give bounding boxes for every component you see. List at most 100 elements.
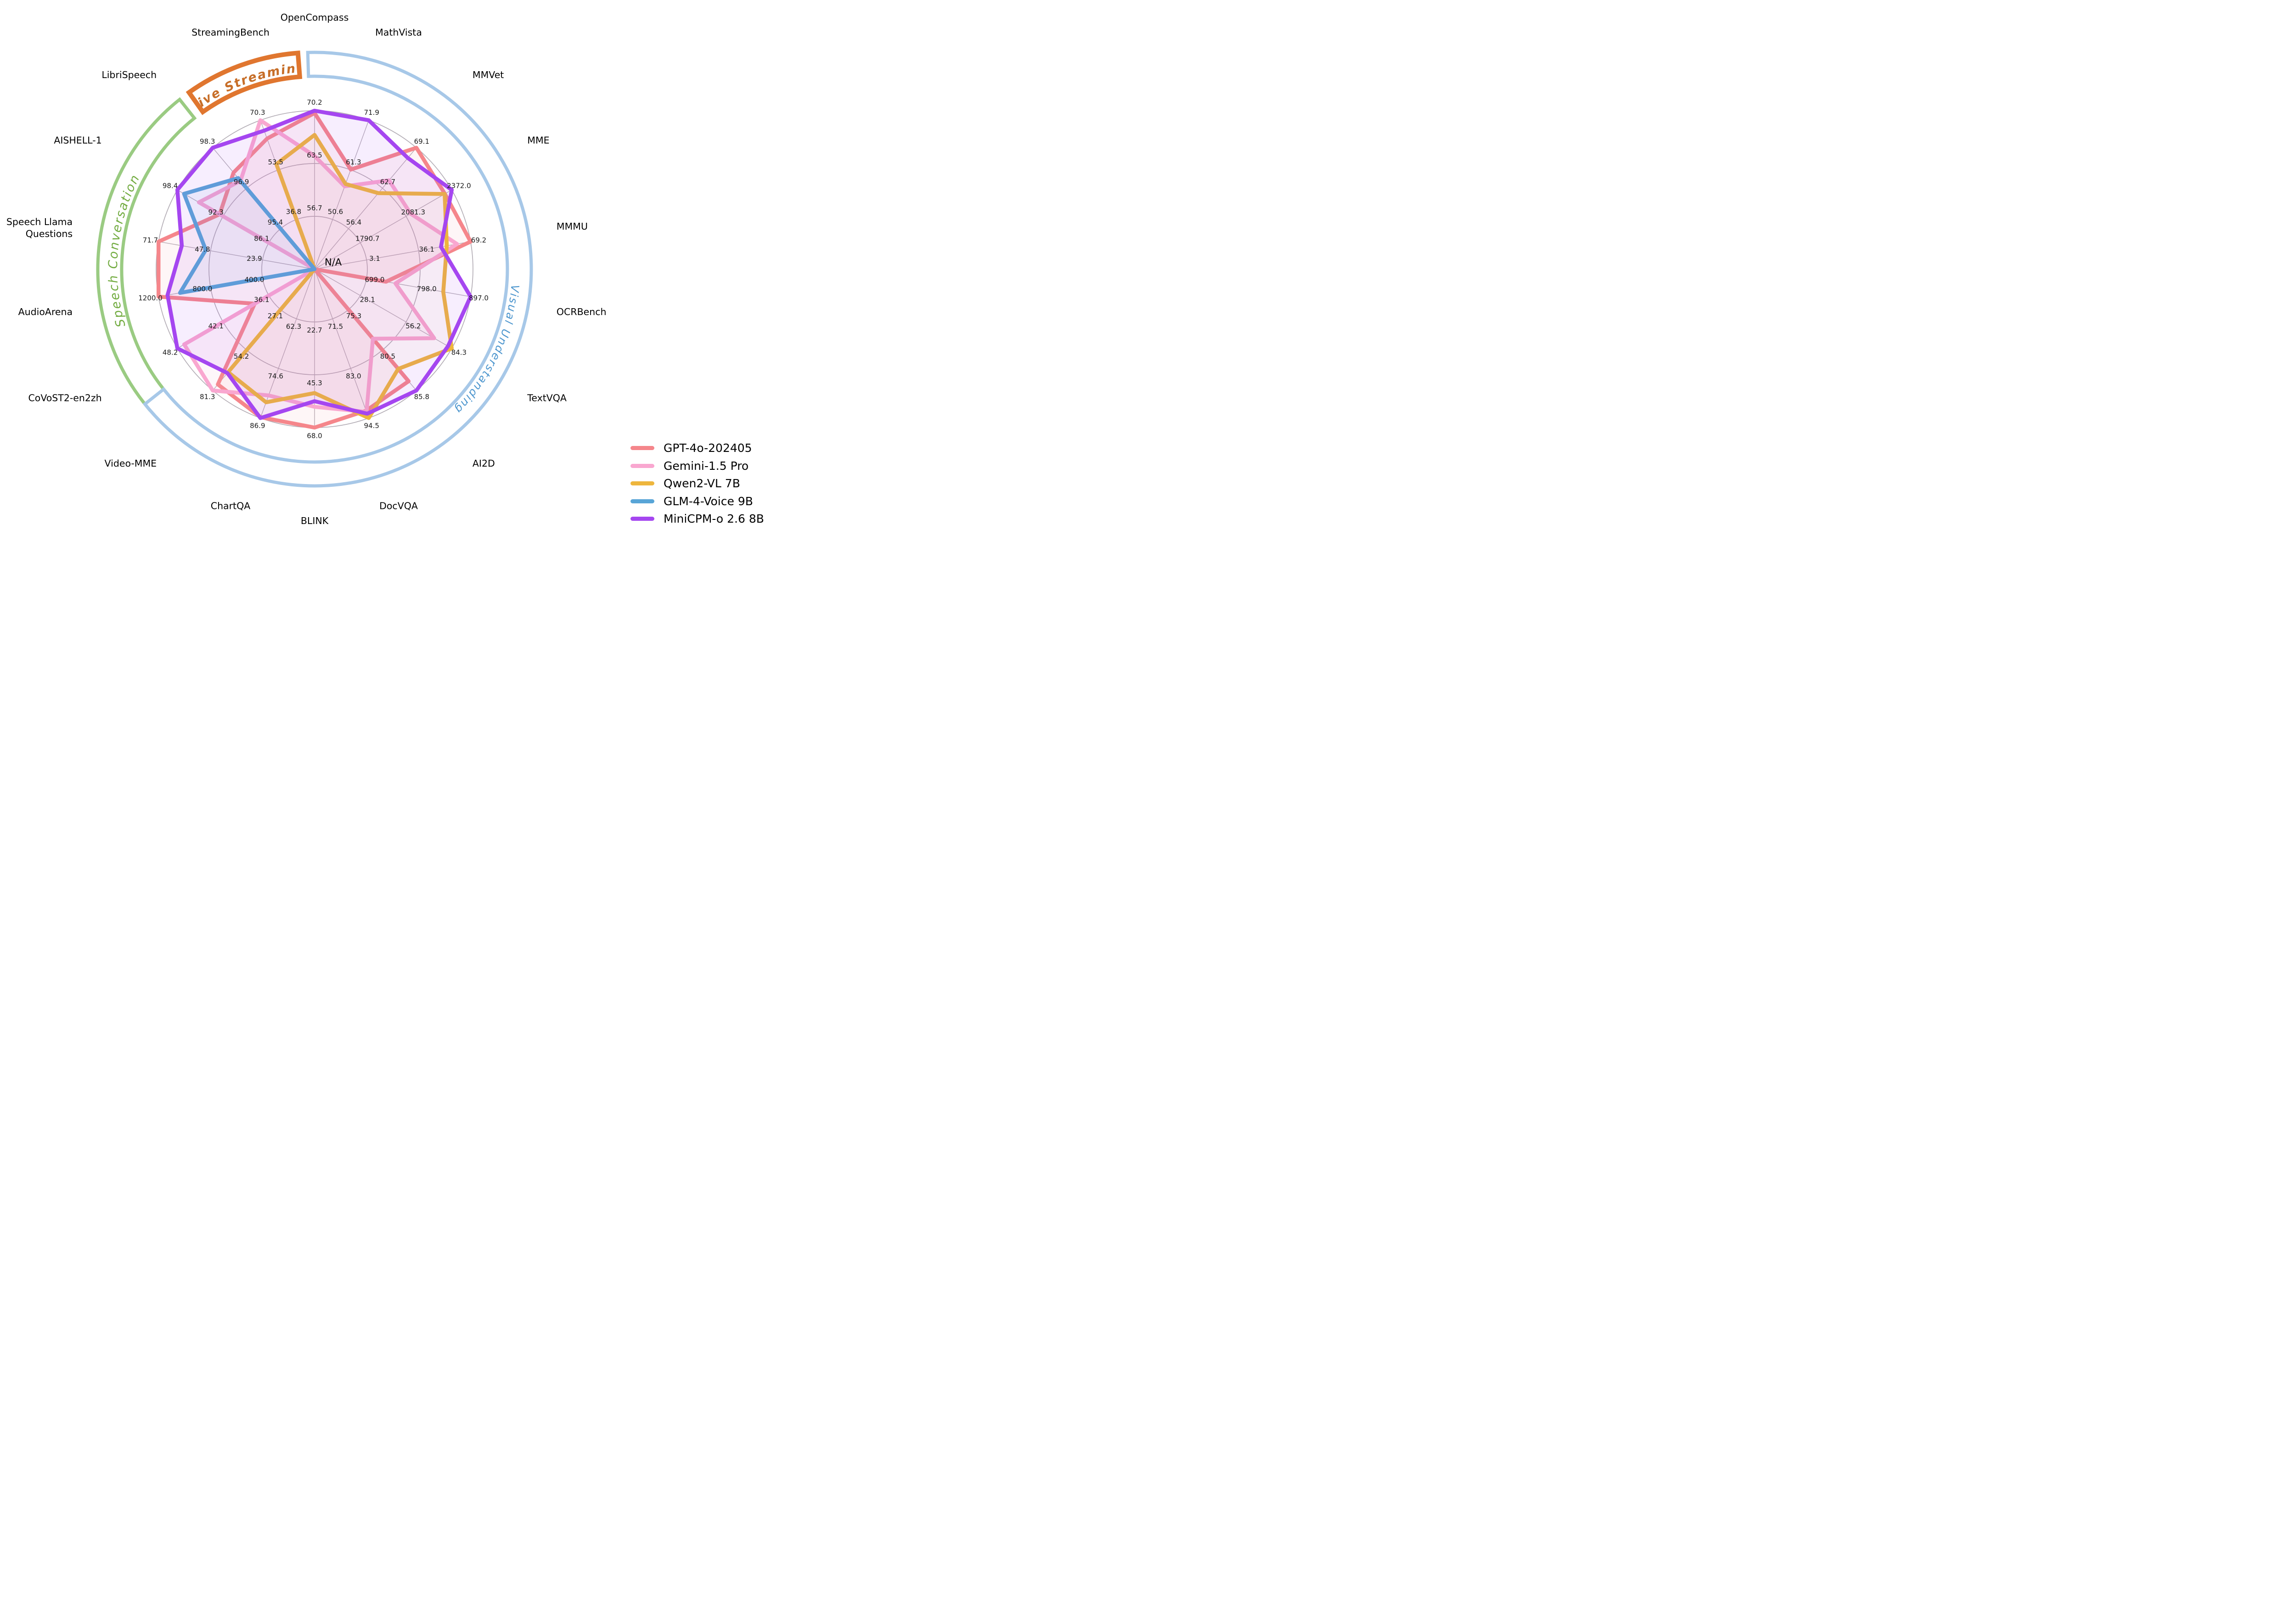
tick-label: 699.0 [365,276,385,284]
tick-label: 80.5 [380,352,395,361]
legend-swatch [630,446,654,451]
axis-label-video-mme: Video-MME [105,458,157,469]
tick-label: 85.8 [414,393,429,401]
axis-label-ai2d: AI2D [473,458,495,469]
legend-label: MiniCPM-o 2.6 8B [664,512,764,525]
axis-label-aishell-1: AISHELL-1 [54,135,101,146]
tick-label: 63.5 [307,151,322,159]
tick-label: 71.9 [364,108,379,117]
tick-label: 28.1 [360,296,375,304]
legend-label: Gemini-1.5 Pro [664,459,749,473]
tick-label: 56.7 [307,204,322,212]
tick-label: 27.1 [268,312,283,320]
tick-label: 69.2 [471,236,486,244]
tick-label: 22.7 [307,326,322,334]
tick-label: 800.0 [192,285,212,293]
radar-figure: Live StreamingSpeech ConversationVisual … [0,0,781,534]
axis-label-textvqa: TextVQA [527,393,567,404]
axis-label-mmmu: MMMU [557,221,588,232]
tick-label: 98.3 [200,137,215,146]
tick-label: 50.6 [328,208,343,216]
series-fill-glm-4-voice-9b [180,178,315,293]
axis-label-mmvet: MMVet [473,69,504,80]
axis-label-audioarena: AudioArena [18,306,73,317]
legend: GPT-4o-202405 Gemini-1.5 Pro Qwen2-VL 7B GL… [630,442,764,525]
tick-label: 56.2 [405,322,421,330]
legend-item: GLM-4-Voice 9B [630,495,764,508]
tick-label: 36.1 [419,245,434,254]
series-line-glm-4-voice-9b [178,176,317,295]
category-band-label: Live Streaming [0,0,297,110]
tick-label: 47.8 [195,245,210,254]
tick-label: 81.3 [200,393,215,401]
legend-item: MiniCPM-o 2.6 8B [630,513,764,525]
axis-label-ocrbench: OCRBench [557,306,607,317]
tick-label: 68.0 [307,432,322,440]
tick-label: 3.1 [369,254,380,263]
axis-label-chartqa: ChartQA [211,501,251,512]
tick-label: 86.1 [254,235,269,243]
tick-label: 53.5 [268,158,283,166]
legend-item: GPT-4o-202405 [630,442,764,455]
tick-label: 62.3 [286,322,301,331]
tick-label: 69.1 [414,137,429,146]
tick-label: 75.3 [346,312,361,320]
tick-label: 2081.3 [401,208,426,216]
axis-label-librispeech: LibriSpeech [101,69,157,80]
category-band-visual-understanding [142,51,533,488]
grid-spoke [314,147,417,270]
grid-spoke [314,189,452,270]
tick-label: 798.0 [417,285,437,293]
tick-label: 98.4 [163,182,178,190]
axis-label-covost2-en2zh: CoVoST2-en2zh [28,393,101,404]
legend-swatch [630,463,654,468]
category-band-speech-conversation [96,97,197,412]
series-line-minicpm-o-2.6-8b [165,108,473,420]
tick-label: 71.7 [143,236,158,244]
tick-label: 94.5 [364,422,379,430]
series-fill-minicpm-o-2.6-8b [167,111,471,418]
grid-spoke [314,269,369,418]
tick-label: 1200.0 [138,294,163,302]
tick-label: 400.0 [245,276,264,284]
tick-label: 56.4 [346,218,361,226]
tick-label: 86.9 [250,422,265,430]
tick-label: 84.3 [451,349,467,357]
axis-label-blink: BLINK [301,515,329,526]
axis-label-opencompass: OpenCompass [281,12,349,23]
legend-item: Qwen2-VL 7B [630,477,764,490]
grid-spoke [314,269,452,349]
tick-label: 897.0 [469,294,489,302]
axis-label-streamingbench: StreamingBench [191,27,270,38]
tick-label: 42.1 [208,322,223,330]
tick-label: 45.3 [307,379,322,387]
radar-chart: Live StreamingSpeech ConversationVisual … [0,0,607,526]
category-band-live-streaming [186,51,303,115]
tick-label: 70.3 [250,108,265,117]
axis-label-mme: MME [527,135,549,146]
tick-label: 62.7 [380,178,395,186]
tick-label: 83.0 [346,372,361,380]
tick-label: 36.1 [254,296,269,304]
legend-label: GPT-4o-202405 [664,441,752,455]
center-na-label: N/A [325,257,342,268]
legend-label: Qwen2-VL 7B [664,477,740,490]
tick-label: 36.8 [286,208,301,216]
axis-label-docvqa: DocVQA [379,501,418,512]
tick-label: 61.3 [346,158,361,166]
tick-label: 70.2 [307,98,322,107]
tick-label: 71.5 [328,322,343,331]
tick-label: 48.2 [163,349,178,357]
grid-spoke [158,241,315,270]
grid-spoke [260,269,315,418]
series-line-qwen2-vl-7b [226,133,454,420]
tick-label: 54.2 [234,352,249,361]
tick-label: 23.9 [247,254,262,263]
tick-label: 74.6 [268,372,283,380]
legend-swatch [630,517,654,521]
legend-item: Gemini-1.5 Pro [630,459,764,473]
tick-label: 92.3 [208,208,223,216]
axis-label-speech-llama-questions: Speech Llama Questions [6,216,73,239]
legend-swatch [630,499,654,503]
tick-label: 2372.0 [447,182,471,190]
